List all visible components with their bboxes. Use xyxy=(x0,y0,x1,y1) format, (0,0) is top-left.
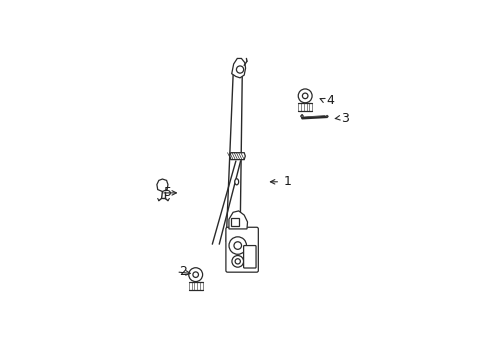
Text: 2: 2 xyxy=(179,265,187,278)
Text: 3: 3 xyxy=(342,112,349,125)
Circle shape xyxy=(298,89,312,103)
FancyBboxPatch shape xyxy=(226,227,258,272)
Circle shape xyxy=(193,272,198,278)
Text: 1: 1 xyxy=(283,175,291,188)
Polygon shape xyxy=(232,58,245,78)
Circle shape xyxy=(189,268,203,282)
Circle shape xyxy=(229,237,246,254)
Text: 5: 5 xyxy=(164,186,172,199)
FancyBboxPatch shape xyxy=(244,246,256,268)
Circle shape xyxy=(302,93,308,99)
Polygon shape xyxy=(157,179,168,192)
Polygon shape xyxy=(229,211,247,229)
Polygon shape xyxy=(301,114,328,119)
Circle shape xyxy=(235,259,241,264)
Circle shape xyxy=(237,66,244,73)
Ellipse shape xyxy=(235,179,239,185)
Text: 4: 4 xyxy=(326,94,334,107)
Polygon shape xyxy=(231,219,239,226)
Polygon shape xyxy=(230,153,245,159)
Circle shape xyxy=(232,256,244,267)
Circle shape xyxy=(234,242,242,249)
